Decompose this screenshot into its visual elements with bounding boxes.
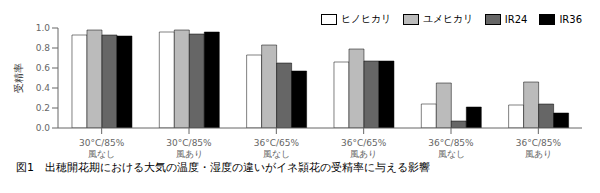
svg-text:0.2: 0.2 bbox=[36, 103, 50, 113]
svg-text:1.0: 1.0 bbox=[36, 23, 51, 33]
svg-text:0.8: 0.8 bbox=[36, 43, 51, 53]
html-text:IR24: IR24 bbox=[504, 13, 528, 25]
svg-text:30°C/85%風なし: 30°C/85%風なし bbox=[79, 138, 125, 159]
svg-text:36°C/65%風なし: 36°C/65%風なし bbox=[254, 138, 300, 159]
svg-text:0.0: 0.0 bbox=[36, 123, 51, 133]
html-text:図1 出穂開花期における大気の温度・湿度の違いがイネ頴花の受: 図1 出穂開花期における大気の温度・湿度の違いがイネ頴花の受精率に与える影響 bbox=[16, 161, 430, 174]
svg-text:0.6: 0.6 bbox=[36, 63, 51, 73]
svg-text:受精率: 受精率 bbox=[13, 63, 24, 93]
svg-text:36°C/85%風あり: 36°C/85%風あり bbox=[516, 138, 562, 159]
svg-text:30°C/85%風あり: 30°C/85%風あり bbox=[166, 138, 212, 159]
svg-text:0.4: 0.4 bbox=[36, 83, 51, 93]
html-text:ヒノヒカリ: ヒノヒカリ bbox=[340, 13, 391, 24]
svg-text:36°C/65%風あり: 36°C/65%風あり bbox=[341, 138, 387, 159]
svg-text:36°C/85%風なし: 36°C/85%風なし bbox=[428, 138, 474, 159]
html-text:ユメヒカリ: ユメヒカリ bbox=[422, 13, 473, 24]
html-text:IR36: IR36 bbox=[559, 13, 582, 25]
